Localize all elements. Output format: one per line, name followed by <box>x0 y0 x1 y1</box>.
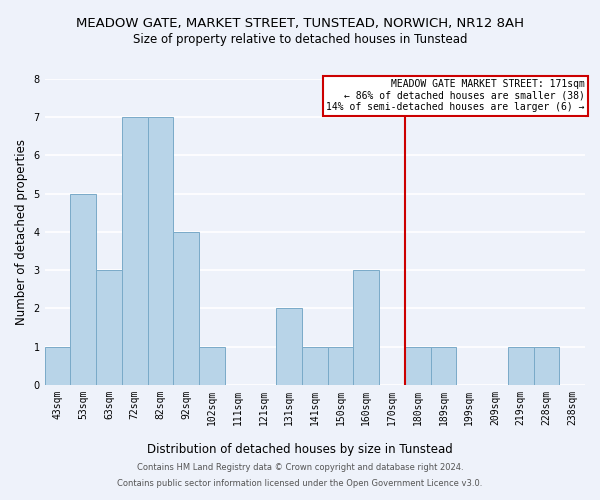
Bar <box>328 346 353 385</box>
Bar <box>508 346 533 385</box>
Text: Size of property relative to detached houses in Tunstead: Size of property relative to detached ho… <box>133 32 467 46</box>
Text: Distribution of detached houses by size in Tunstead: Distribution of detached houses by size … <box>147 442 453 456</box>
Bar <box>533 346 559 385</box>
Text: Contains HM Land Registry data © Crown copyright and database right 2024.: Contains HM Land Registry data © Crown c… <box>137 464 463 472</box>
Bar <box>173 232 199 385</box>
Y-axis label: Number of detached properties: Number of detached properties <box>15 139 28 325</box>
Bar <box>353 270 379 385</box>
Bar <box>302 346 328 385</box>
Text: MEADOW GATE, MARKET STREET, TUNSTEAD, NORWICH, NR12 8AH: MEADOW GATE, MARKET STREET, TUNSTEAD, NO… <box>76 18 524 30</box>
Bar <box>44 346 70 385</box>
Bar <box>148 117 173 385</box>
Bar <box>70 194 96 385</box>
Bar <box>276 308 302 385</box>
Bar <box>431 346 457 385</box>
Text: MEADOW GATE MARKET STREET: 171sqm
← 86% of detached houses are smaller (38)
14% : MEADOW GATE MARKET STREET: 171sqm ← 86% … <box>326 79 585 112</box>
Bar <box>122 117 148 385</box>
Bar <box>405 346 431 385</box>
Bar <box>96 270 122 385</box>
Bar <box>199 346 225 385</box>
Text: Contains public sector information licensed under the Open Government Licence v3: Contains public sector information licen… <box>118 478 482 488</box>
